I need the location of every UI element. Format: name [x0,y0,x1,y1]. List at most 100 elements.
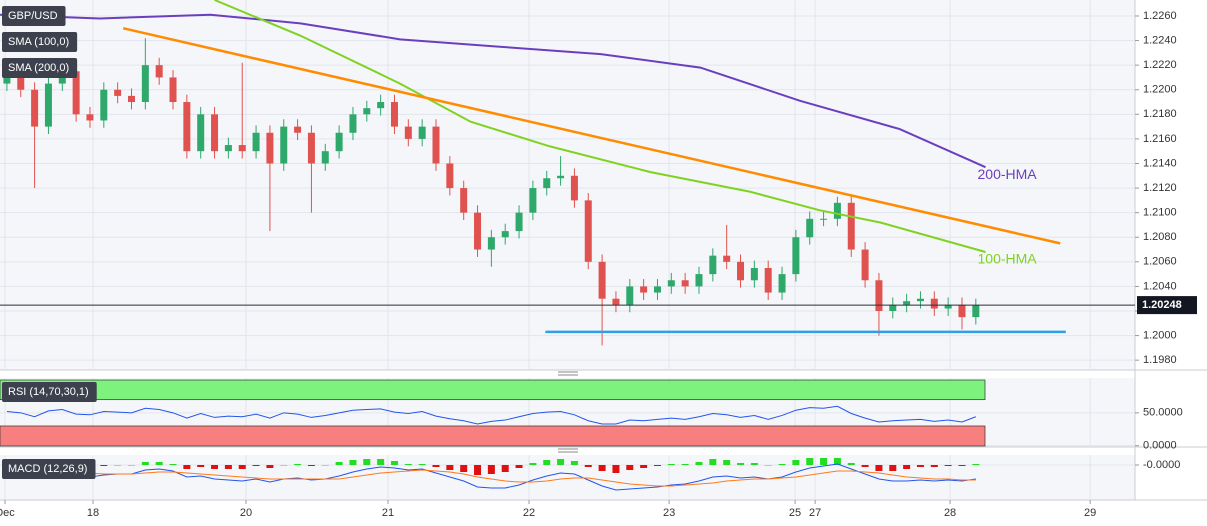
candle-body [875,280,883,311]
candle-body [114,89,122,96]
candle-body [764,267,772,293]
candle-body [640,286,648,293]
macd-plot-bg [0,455,1135,500]
legend-entry: SMA (200,0) [8,62,69,74]
candle-body [557,175,565,179]
histogram-bar [197,465,205,467]
x-tick-label: 21 [382,507,394,519]
y-tick-label: 0.0000 [1143,440,1177,452]
candle-body [833,202,841,219]
line-label: 200-HMA [978,166,1038,182]
histogram-bar [750,463,758,465]
histogram-bar [321,465,329,466]
histogram-bar [529,463,537,465]
histogram-bar [695,462,703,465]
histogram-bar [737,463,745,465]
macd-line [6,467,976,487]
candle-body [598,261,606,299]
histogram-bar [543,460,551,465]
x-tick-label: 23 [663,507,675,519]
candle-body [432,126,440,164]
histogram-bar [847,463,855,465]
candle-body [681,280,689,287]
histogram-bar [418,464,426,465]
histogram-bar [114,465,122,466]
histogram-bar [557,459,565,465]
trend-line [122,27,1061,245]
candle-body [390,102,398,127]
candle-body [197,114,205,152]
x-tick-label: 27 [809,507,821,519]
candle-body [418,126,426,139]
chart-title-bg [2,6,66,26]
histogram-bar [958,465,966,466]
histogram-bar [944,465,952,466]
panel-title-bg [2,382,97,402]
histogram-bar [127,465,135,466]
histogram-bar [972,464,980,465]
candle-body [820,218,828,220]
y-tick-label: -0.0000 [1143,459,1180,471]
y-tick-label: 1.2060 [1143,256,1177,268]
candle-body [806,218,814,238]
candle-body [474,212,482,250]
histogram-bar [861,465,869,467]
histogram-bar [446,465,454,470]
candle-body [861,249,869,281]
candle-body [3,77,11,84]
x-tick-label: 18 [87,507,99,519]
candle-body [501,231,509,238]
candle-body [86,114,94,121]
y-tick-label: 1.2220 [1143,59,1177,71]
candle-body [584,200,592,262]
y-tick-label: 1.2080 [1143,231,1177,243]
histogram-bar [100,465,108,466]
resize-handle[interactable] [558,371,578,453]
histogram-bar [515,465,523,468]
candle-body [916,298,924,302]
histogram-bar [792,460,800,465]
histogram-bar [598,465,606,471]
histogram-bar [460,465,468,472]
histogram-bar [903,465,911,469]
candle-body [515,212,523,232]
candle-body [100,89,108,121]
histogram-bar [474,465,482,475]
histogram-bar [723,460,731,465]
histogram-bar [252,465,260,466]
histogram-bar [764,465,772,466]
line-label: 100-HMA [978,251,1038,267]
histogram-bar [709,459,717,465]
histogram-bar [294,464,302,465]
histogram-bar [280,465,288,466]
candle-body [31,89,39,127]
histogram-bar [806,458,814,465]
candle-body [847,202,855,250]
candle-body [446,163,454,189]
histogram-bar [141,462,149,465]
candle-body [404,126,412,139]
candle-body [17,77,25,90]
panel-title: MACD (12,26,9) [8,463,87,475]
candle-body [723,255,731,262]
histogram-bar [889,465,897,471]
candle-body [183,102,191,152]
histogram-bar [390,461,398,465]
candle-body [238,145,246,152]
candle-body [307,132,315,164]
candle-body [750,267,758,281]
histogram-bar [487,465,495,474]
rsi-line [6,405,977,425]
overbought-band [0,379,986,401]
candle-body [529,188,537,213]
candle-body [127,95,135,103]
y-tick-label: 1.2040 [1143,280,1177,292]
candle-body [612,298,620,305]
hma-line [214,0,986,253]
x-tick-label: 29 [1084,507,1096,519]
candle-body [252,132,260,152]
y-tick-label: 1.2140 [1143,157,1177,169]
candle-body [321,151,329,164]
panel-title-bg [2,459,96,479]
candle-body [695,274,703,287]
